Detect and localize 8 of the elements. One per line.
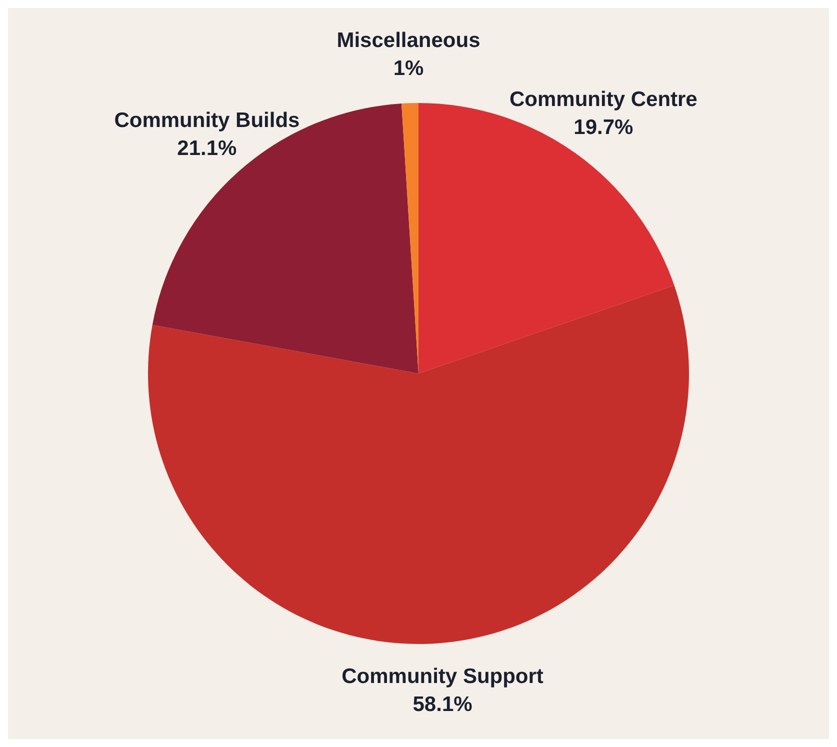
data-label: 58.1% bbox=[412, 692, 473, 716]
slice-label: Community Centre bbox=[510, 88, 698, 111]
data-label: 1% bbox=[393, 56, 424, 80]
slice-label: Community Builds bbox=[114, 109, 300, 132]
slice-label: Miscellaneous bbox=[336, 28, 480, 52]
data-label: 19.7% bbox=[574, 116, 634, 139]
data-label: 21.1% bbox=[177, 137, 238, 160]
slice-label: Community Support bbox=[342, 664, 544, 688]
